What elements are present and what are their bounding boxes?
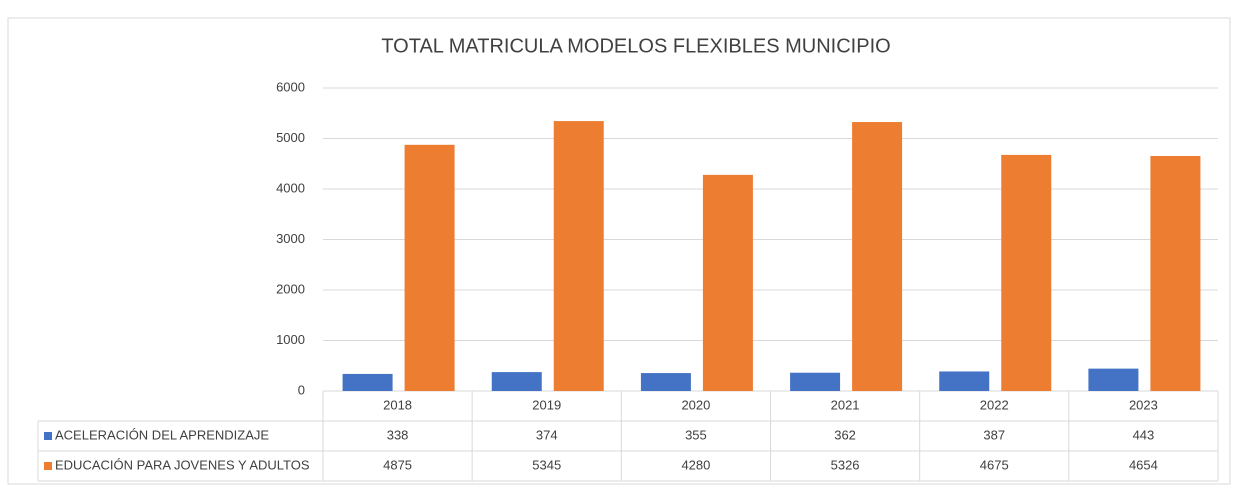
bar bbox=[939, 371, 990, 391]
table-value: 374 bbox=[536, 427, 558, 442]
table-value: 4280 bbox=[681, 457, 710, 472]
table-value: 443 bbox=[1133, 427, 1155, 442]
y-tick-label: 6000 bbox=[276, 79, 305, 94]
table-value: 4875 bbox=[383, 457, 412, 472]
y-tick-label: 0 bbox=[298, 382, 305, 397]
y-tick-label: 4000 bbox=[276, 180, 305, 195]
y-tick-label: 5000 bbox=[276, 130, 305, 145]
x-tick-label: 2019 bbox=[532, 397, 561, 412]
x-tick-label: 2023 bbox=[1129, 397, 1158, 412]
bar bbox=[342, 373, 393, 391]
table-value: 355 bbox=[685, 427, 707, 442]
x-tick-label: 2020 bbox=[681, 397, 710, 412]
x-tick-label: 2022 bbox=[980, 397, 1009, 412]
y-tick-label: 2000 bbox=[276, 281, 305, 296]
bar bbox=[1001, 154, 1052, 391]
table-value: 5345 bbox=[532, 457, 561, 472]
chart-title: TOTAL MATRICULA MODELOS FLEXIBLES MUNICI… bbox=[381, 35, 890, 57]
table-value: 4654 bbox=[1129, 457, 1158, 472]
bar bbox=[553, 121, 604, 391]
legend-label: ACELERACIÓN DEL APRENDIZAJE bbox=[55, 427, 269, 442]
table-value: 362 bbox=[834, 427, 856, 442]
legend-swatch bbox=[44, 432, 52, 440]
x-tick-label: 2021 bbox=[831, 397, 860, 412]
legend-label: EDUCACIÓN PARA JOVENES Y ADULTOS bbox=[55, 457, 310, 472]
bar bbox=[852, 122, 903, 392]
bar bbox=[491, 372, 542, 391]
bar bbox=[790, 372, 841, 391]
bar bbox=[640, 373, 691, 391]
legend-swatch bbox=[44, 462, 52, 470]
bar bbox=[1088, 368, 1139, 391]
bar bbox=[702, 174, 753, 391]
bar bbox=[404, 144, 455, 391]
y-tick-label: 1000 bbox=[276, 332, 305, 347]
y-tick-label: 3000 bbox=[276, 231, 305, 246]
bar bbox=[1150, 155, 1201, 391]
table-value: 4675 bbox=[980, 457, 1009, 472]
x-tick-label: 2018 bbox=[383, 397, 412, 412]
table-value: 338 bbox=[387, 427, 409, 442]
table-value: 5326 bbox=[831, 457, 860, 472]
table-value: 387 bbox=[983, 427, 1005, 442]
